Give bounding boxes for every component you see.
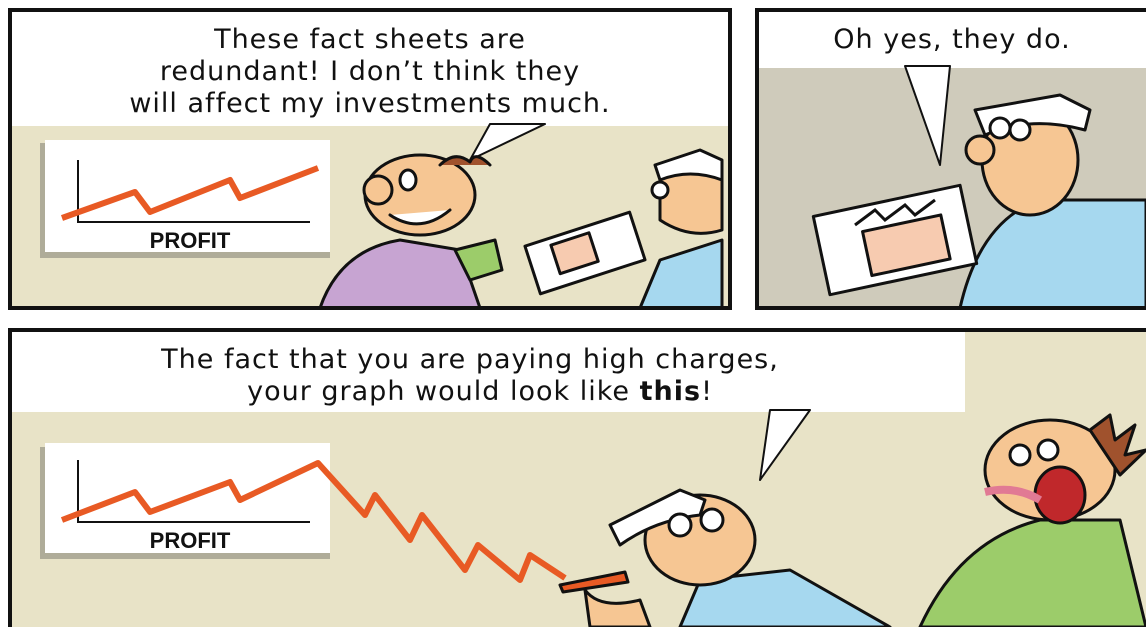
drawing	[1008, 118, 1032, 142]
drawing	[861, 213, 952, 278]
drawing	[988, 116, 1012, 140]
drawing	[608, 488, 707, 547]
speech-line: The fact that you are paying high charge…	[160, 344, 779, 375]
drawing	[453, 238, 504, 282]
drawing	[438, 155, 492, 167]
drawing	[759, 409, 811, 481]
drawing	[678, 568, 892, 627]
speech-line: redundant! I don’t think they	[160, 56, 580, 87]
panel-3: PROFIT The fact that you are paying high…	[10, 330, 1146, 627]
drawing	[1008, 443, 1032, 467]
speech-text: your graph would look like	[247, 376, 639, 407]
drawing	[398, 168, 418, 192]
panel-2: Oh yes, they do.	[757, 10, 1146, 310]
drawing	[558, 570, 630, 594]
drawing	[904, 65, 951, 166]
drawing	[1088, 413, 1146, 477]
drawing	[653, 148, 724, 182]
drawing	[984, 485, 1043, 504]
drawing	[10, 330, 965, 412]
chart-label: PROFIT	[150, 228, 231, 253]
drawing	[1036, 438, 1060, 462]
drawing	[77, 160, 310, 223]
drawing	[667, 512, 693, 538]
speech-line: will affect my investments much.	[129, 88, 610, 119]
speech-line: your graph would look like this!	[247, 376, 713, 407]
drawing	[854, 198, 936, 227]
drawing	[583, 588, 652, 627]
drawing	[1033, 465, 1087, 525]
speech-text: !	[701, 376, 713, 407]
panel-border	[8, 8, 732, 310]
drawing	[77, 460, 310, 523]
drawing	[699, 507, 725, 533]
drawing	[549, 231, 600, 276]
drawing	[362, 174, 394, 206]
drawing	[60, 460, 567, 583]
speech-line: Oh yes, they do.	[833, 24, 1070, 55]
drawing	[388, 208, 452, 226]
chart-label: PROFIT	[150, 528, 231, 553]
drawing	[964, 134, 996, 166]
drawing	[650, 180, 670, 200]
drawing	[757, 10, 1146, 68]
drawing	[60, 165, 320, 221]
panel-1: PROFIT These fact sheets are redundant! …	[10, 10, 730, 310]
panel-border	[755, 8, 1146, 310]
drawing	[469, 123, 546, 161]
panel-border	[8, 328, 1146, 627]
speech-emphasis: this	[640, 376, 701, 407]
drawing	[318, 238, 482, 310]
speech-line: These fact sheets are	[213, 24, 526, 55]
drawing	[10, 10, 730, 126]
